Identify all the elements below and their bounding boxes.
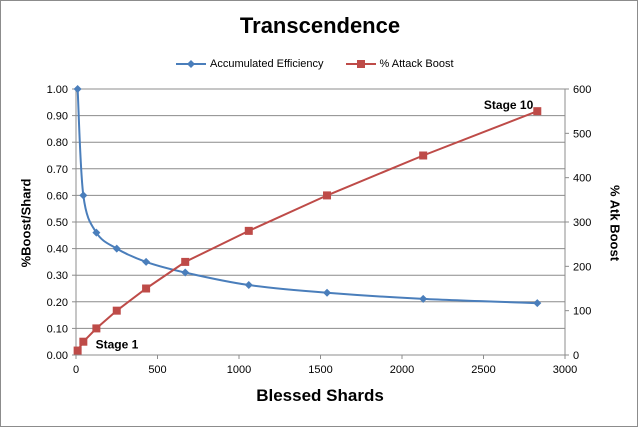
x-tick-label: 2500: [471, 364, 495, 376]
chart-title: Transcendence: [239, 13, 401, 38]
data-point-attack-boost: [419, 151, 428, 160]
legend-swatch-efficiency: [176, 60, 206, 68]
y-right-tick-label: 0: [573, 350, 579, 362]
data-point-efficiency: [244, 281, 253, 290]
series-line-attack-boost: [76, 110, 538, 352]
x-tick-label: 1500: [308, 364, 332, 376]
chart-legend: Accumulated Efficiency % Attack Boost: [176, 56, 476, 72]
y-left-tick-label: 0.00: [47, 350, 68, 362]
y-right-tick-label: 100: [573, 306, 591, 318]
data-point-efficiency: [79, 191, 88, 200]
data-point-attack-boost: [533, 107, 542, 116]
y-right-tick-label: 300: [573, 217, 591, 229]
data-point-attack-boost: [92, 324, 101, 333]
data-point-attack-boost: [73, 346, 82, 355]
y-left-tick-label: 0.50: [47, 217, 68, 229]
y-right-tick-label: 200: [573, 261, 591, 273]
data-point-efficiency: [142, 257, 151, 266]
y-right-tick-label: 600: [573, 84, 591, 96]
data-point-efficiency: [73, 85, 82, 93]
data-point-efficiency: [533, 299, 542, 308]
data-point-attack-boost: [112, 306, 121, 315]
y-left-tick-label: 0.80: [47, 137, 68, 149]
data-point-attack-boost: [244, 226, 253, 235]
y-left-tick-label: 0.90: [47, 111, 68, 123]
x-axis-label: Blessed Shards: [256, 386, 384, 405]
y-left-tick-label: 1.00: [47, 84, 68, 96]
data-point-efficiency: [112, 244, 121, 253]
x-tick-label: 2000: [390, 364, 414, 376]
data-point-efficiency: [181, 268, 190, 277]
x-tick-label: 0: [73, 364, 79, 376]
data-point-attack-boost: [79, 337, 88, 346]
data-point-efficiency: [92, 228, 101, 237]
x-tick-label: 500: [148, 364, 166, 376]
y-left-tick-label: 0.30: [47, 270, 68, 282]
y-left-tick-label: 0.60: [47, 190, 68, 202]
y-left-tick-label: 0.70: [47, 164, 68, 176]
legend-item-attack-boost: % Attack Boost: [345, 58, 454, 70]
x-tick-label: 3000: [553, 364, 577, 376]
data-point-efficiency: [323, 288, 332, 297]
legend-swatch-attack-boost: [345, 60, 376, 68]
annotation-stage-10: Stage 10: [484, 98, 534, 112]
annotation-stage-1: Stage 1: [96, 338, 139, 352]
data-point-efficiency: [419, 294, 428, 303]
y-right-tick-label: 500: [573, 128, 591, 140]
data-point-attack-boost: [181, 257, 190, 266]
legend-item-efficiency: Accumulated Efficiency: [176, 58, 324, 70]
data-point-attack-boost: [142, 284, 151, 293]
series-line-efficiency: [76, 88, 538, 305]
y-left-tick-label: 0.10: [47, 323, 68, 335]
x-tick-label: 1000: [227, 364, 251, 376]
legend-label-attack-boost: % Attack Boost: [379, 58, 454, 70]
data-point-attack-boost: [323, 191, 332, 200]
y-right-tick-label: 400: [573, 173, 591, 185]
y-left-tick-label: 0.20: [47, 297, 68, 309]
y-left-tick-label: 0.40: [47, 244, 68, 256]
legend-label-efficiency: Accumulated Efficiency: [210, 58, 324, 70]
